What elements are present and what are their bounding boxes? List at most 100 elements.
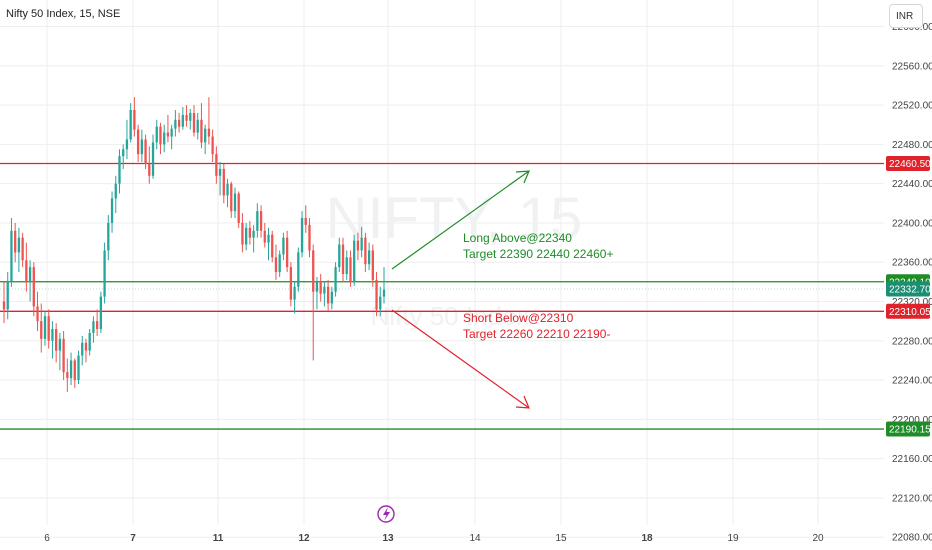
candle-body	[356, 240, 360, 251]
candle-body	[308, 224, 311, 251]
candle-body	[118, 156, 121, 184]
candle	[185, 105, 188, 127]
candle	[166, 114, 170, 143]
candle-body	[81, 342, 84, 356]
candle-body	[73, 360, 76, 381]
candle	[88, 329, 91, 356]
candle	[230, 181, 233, 219]
short-entry-label[interactable]: Short Below@22310	[463, 311, 574, 325]
candle	[218, 162, 222, 196]
candle-body	[200, 119, 203, 143]
candle	[382, 267, 386, 304]
price-tag-label: 22190.15	[889, 425, 931, 436]
long-target-label[interactable]: Target 22390 22440 22460+	[463, 247, 613, 261]
x-tick-label: 6	[44, 533, 50, 544]
candle	[151, 134, 155, 179]
candle-body	[211, 136, 214, 155]
candle-body	[17, 237, 21, 253]
candle	[256, 203, 259, 238]
candle	[103, 242, 106, 304]
candle	[375, 272, 378, 317]
currency-selector[interactable]: INR	[889, 4, 923, 28]
candle	[181, 107, 184, 130]
x-tick-label: 20	[812, 533, 824, 544]
candle-body	[226, 183, 229, 196]
candle	[360, 226, 363, 258]
candle-body	[2, 301, 6, 310]
trade-annotations[interactable]: Long Above@22340 Target 22390 22440 2246…	[463, 231, 613, 341]
y-tick-label: 22400.00	[892, 218, 932, 229]
time-axis[interactable]: 6 7 11 12 13 14 15 18 19 20	[44, 533, 824, 544]
candle-body	[51, 329, 54, 341]
candle	[136, 124, 140, 163]
long-entry-label[interactable]: Long Above@22340	[463, 231, 572, 245]
candle	[55, 323, 58, 363]
candle-body	[289, 267, 293, 300]
candle-body	[252, 230, 255, 238]
candle-body	[155, 126, 158, 143]
candle-body	[237, 193, 240, 223]
candle-body	[159, 126, 162, 145]
candle-body	[66, 372, 69, 379]
trade-arrows[interactable]	[391, 170, 530, 409]
candle-body	[222, 168, 225, 196]
price-tag-label: 22310.05	[889, 307, 931, 318]
horizontal-levels[interactable]	[0, 162, 884, 430]
candle-body	[84, 342, 88, 351]
candle	[36, 291, 39, 331]
candle	[177, 112, 181, 133]
candle-body	[300, 218, 304, 253]
y-tick-label: 22240.00	[892, 376, 932, 387]
candle	[122, 144, 125, 169]
grid	[0, 0, 884, 538]
candle	[367, 242, 371, 271]
lightning-icon[interactable]	[377, 505, 395, 523]
candle	[241, 213, 244, 253]
candle	[274, 244, 278, 280]
price-tag-bg	[886, 156, 930, 172]
candle	[379, 286, 382, 317]
candle	[271, 230, 274, 263]
candle	[233, 187, 237, 219]
candle-body	[47, 316, 50, 341]
short-target-label[interactable]: Target 22260 22210 22190-	[463, 327, 610, 341]
candle	[293, 281, 296, 314]
x-tick-label: 11	[213, 533, 224, 544]
candle-body	[263, 230, 266, 243]
short-arrow[interactable]	[391, 309, 530, 409]
long-arrow[interactable]	[391, 170, 530, 270]
candle	[285, 230, 289, 273]
candle-body	[28, 267, 32, 282]
candle-body	[360, 237, 363, 251]
candle-body	[77, 355, 80, 381]
candle-body	[129, 110, 132, 140]
watermark-symbol: NIFTY, 15	[326, 186, 583, 251]
candle	[226, 178, 229, 208]
watermark-description: Nifty 50 Index	[371, 301, 530, 331]
candle-body	[122, 149, 125, 157]
candlesticks	[2, 97, 386, 392]
x-tick-label: 15	[555, 533, 567, 544]
candle	[330, 286, 333, 310]
x-tick-label: 7	[130, 533, 136, 544]
candle-body	[379, 296, 382, 310]
candle	[189, 109, 192, 130]
candle-body	[181, 114, 184, 127]
candle-body	[345, 257, 348, 275]
candle	[200, 103, 203, 149]
candle	[282, 232, 285, 261]
candle	[73, 358, 76, 388]
current-price-tag: 22332.70	[886, 281, 931, 297]
candle-body	[40, 321, 43, 339]
candle-body	[271, 234, 274, 258]
candle-body	[62, 338, 65, 373]
candle	[278, 250, 281, 277]
candle-body	[274, 257, 278, 273]
candle-body	[259, 211, 263, 231]
candle	[6, 272, 9, 320]
y-tick-label: 22120.00	[892, 493, 932, 504]
candle	[353, 234, 356, 286]
candle	[207, 97, 211, 145]
candle	[62, 330, 65, 381]
